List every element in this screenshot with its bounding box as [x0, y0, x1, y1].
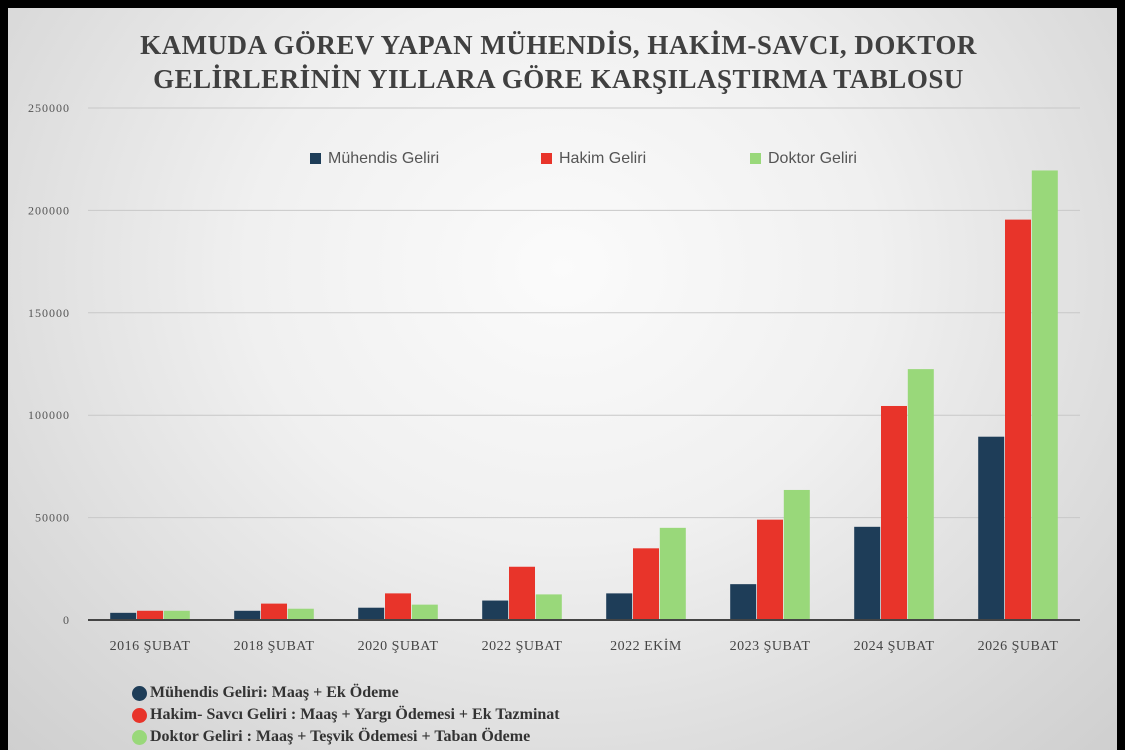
legend-label: Doktor Geliri — [768, 150, 857, 167]
note-engineer: Mühendis Geliri: Maaş + Ek Ödeme — [132, 682, 560, 704]
y-tick-label: 200000 — [28, 203, 70, 217]
x-tick-label: 2026 ŞUBAT — [978, 639, 1059, 654]
x-tick-label: 2022 ŞUBAT — [482, 639, 563, 654]
bar — [854, 526, 881, 620]
bar — [163, 610, 190, 620]
legend-label: Hakim Geliri — [559, 150, 646, 167]
note-judge: Hakim- Savcı Geliri : Maaş + Yargı Ödeme… — [132, 704, 560, 726]
x-tick-label: 2020 ŞUBAT — [358, 639, 439, 654]
note-doctor: Doktor Geliri : Maaş + Teşvik Ödemesi + … — [132, 726, 560, 748]
legend-swatch — [310, 153, 321, 164]
x-tick-label: 2022 EKİM — [610, 638, 682, 654]
bar — [730, 584, 757, 620]
bar — [1005, 219, 1031, 620]
bar — [659, 527, 686, 620]
x-tick-label: 2023 ŞUBAT — [730, 639, 811, 654]
bar — [261, 603, 287, 620]
bar — [137, 610, 163, 620]
bar — [757, 519, 783, 620]
bar — [783, 489, 810, 620]
bar — [482, 600, 509, 620]
note-engineer-dot — [132, 685, 147, 701]
y-tick-label: 0 — [63, 613, 70, 627]
bar — [1031, 170, 1058, 621]
x-tick-label: 2018 ŞUBAT — [234, 639, 315, 654]
note-judge-dot — [132, 707, 147, 723]
income-notes: Mühendis Geliri: Maaş + Ek Ödeme Hakim- … — [132, 682, 560, 748]
note-engineer-text: Mühendis Geliri: Maaş + Ek Ödeme — [150, 684, 399, 701]
bar — [287, 608, 314, 620]
note-doctor-dot — [132, 729, 147, 745]
bar — [385, 593, 411, 620]
bar — [978, 436, 1005, 620]
note-doctor-text: Doktor Geliri : Maaş + Teşvik Ödemesi + … — [150, 728, 531, 745]
x-tick-label: 2024 ŞUBAT — [854, 639, 935, 654]
chart-title-line-1: KAMUDA GÖREV YAPAN MÜHENDİS, HAKİM-SAVCI… — [140, 30, 977, 60]
legend-swatch — [541, 153, 552, 164]
y-tick-label: 100000 — [28, 408, 70, 422]
chart-title: KAMUDA GÖREV YAPAN MÜHENDİS, HAKİM-SAVCI… — [0, 28, 1117, 96]
bar — [633, 548, 659, 620]
bar — [358, 607, 385, 620]
bar — [907, 369, 934, 620]
bar — [110, 612, 137, 620]
bar — [535, 594, 562, 620]
x-tick-label: 2016 ŞUBAT — [110, 639, 191, 654]
legend-label: Mühendis Geliri — [328, 150, 439, 167]
legend-swatch — [750, 153, 761, 164]
chart-title-line-2: GELİRLERİNİN YILLARA GÖRE KARŞILAŞTIRMA … — [153, 64, 964, 94]
y-tick-label: 50000 — [35, 511, 70, 525]
bar — [411, 604, 438, 620]
bar — [509, 566, 535, 620]
bar — [881, 405, 907, 620]
bar — [606, 593, 633, 620]
y-tick-label: 250000 — [28, 101, 70, 115]
bar — [234, 610, 261, 620]
note-judge-text: Hakim- Savcı Geliri : Maaş + Yargı Ödeme… — [150, 706, 560, 723]
y-tick-label: 150000 — [28, 306, 70, 320]
